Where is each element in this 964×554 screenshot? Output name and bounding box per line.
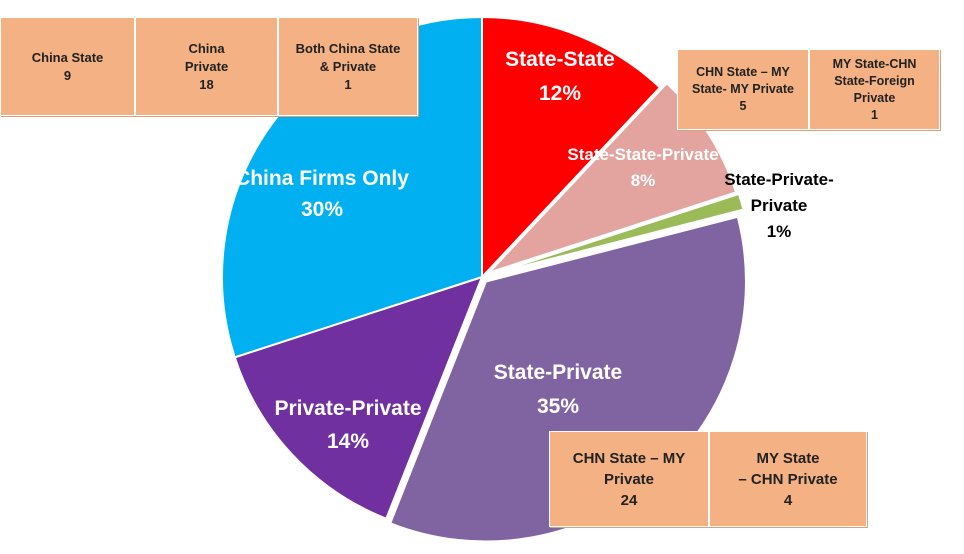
pie-label-china-firms-only: China Firms Only 30%	[235, 167, 409, 221]
callout-state-private: CHN State – MY Private 24 MY State – CHN…	[549, 431, 867, 527]
pie-value-label: 14%	[327, 430, 369, 453]
pie-value-label: 12%	[539, 82, 581, 105]
callout-chn-state-my-private: CHN State – MY Private 24	[549, 431, 709, 527]
callout-chn-state-my-state-my-private: CHN State – MY State- MY Private 5	[677, 49, 809, 130]
callout-china-state: China State 9	[0, 17, 135, 116]
callout-both-china: Both China State & Private 1	[278, 17, 418, 116]
pie-value-label: 8%	[631, 171, 656, 190]
callout-state-state-private: CHN State – MY State- MY Private 5 MY St…	[677, 49, 940, 130]
callout-my-state-chn-state-foreign: MY State-CHN State-Foreign Private 1	[809, 49, 940, 130]
callout-my-state-chn-private: MY State – CHN Private 4	[709, 431, 867, 527]
pie-label-private-private: Private-Private 14%	[274, 397, 421, 453]
pie-label-state-private: State-Private 35%	[494, 361, 622, 418]
pie-value-label: 1%	[767, 222, 792, 241]
pie-slice-state-state-private	[488, 81, 738, 274]
pie-slice-state-private-private	[491, 192, 745, 276]
callout-china-firms: China State 9 China Private 18 Both Chin…	[0, 17, 418, 116]
pie-label-state-state: State-State 12%	[505, 48, 615, 105]
pie-value-label: 30%	[301, 198, 343, 221]
pie-slice-state-state	[481, 15, 662, 280]
pie-value-label: 35%	[537, 395, 579, 418]
callout-china-private: China Private 18	[135, 17, 278, 116]
pie-label-state-private-private: State-Private-Private 1%	[724, 170, 834, 241]
pie-label-state-state-private: State-State-Private 8%	[567, 145, 718, 190]
